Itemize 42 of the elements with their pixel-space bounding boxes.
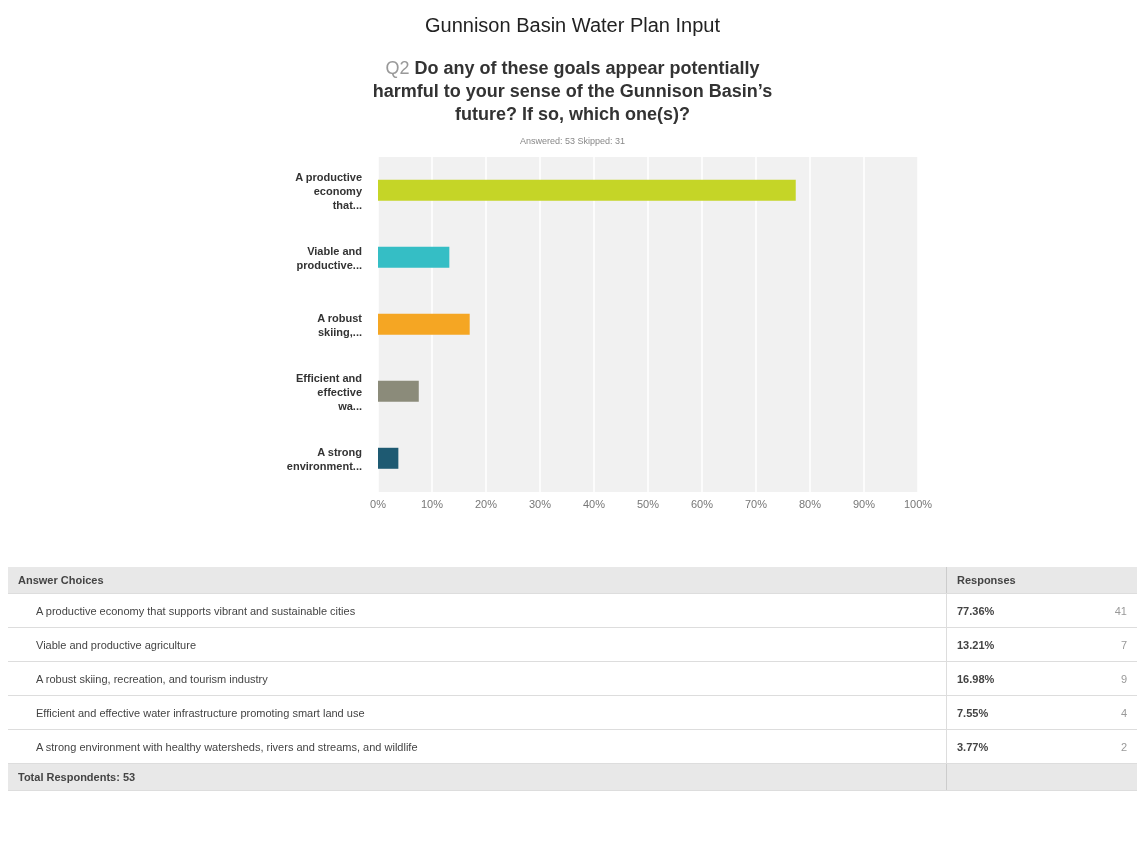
x-tick-label: 60%	[690, 497, 714, 510]
text: Responses	[946, 567, 1137, 594]
text: Answered: 53 Skipped: 31	[518, 136, 627, 146]
text: 7.55%	[946, 695, 1077, 730]
bar	[378, 246, 450, 268]
x-tick-label: 20%	[474, 497, 498, 510]
x-tick-label: 70%	[744, 497, 768, 510]
y-tick-label: Efficient and effective wa...	[295, 371, 362, 412]
bar	[378, 313, 470, 335]
text: A productive economy that supports vibrant and sustainable cities	[8, 593, 947, 628]
bar	[378, 179, 796, 201]
x-tick-label: 10%	[420, 497, 444, 510]
bar	[378, 447, 399, 469]
text: Answer Choices	[8, 567, 947, 594]
text: A robust skiing, recreation, and tourism industry	[8, 661, 947, 696]
chart-title: Gunnison Basin Water Plan Input	[424, 14, 721, 37]
text: 16.98%	[946, 661, 1077, 696]
x-tick-label: 50%	[636, 497, 660, 510]
text: A strong environment with healthy watersheds, rivers and streams, and wildlife	[8, 729, 947, 764]
y-tick-label: A strong environment...	[286, 445, 362, 472]
chart-subtitle: Q2 Do any of these goals appear potentially harmful to your sense of the Gunnison Basin’s future? If so, which one(s)?	[371, 57, 774, 126]
y-tick-label: Viable and productive...	[296, 244, 362, 271]
text: 77.36%	[946, 593, 1077, 628]
x-tick-label: 30%	[528, 497, 552, 510]
x-tick-label: 0%	[370, 497, 387, 510]
y-tick-label: A productive economy that...	[295, 170, 363, 211]
text: 41	[1077, 593, 1137, 628]
text: 2	[1077, 729, 1137, 764]
text: 7	[1077, 627, 1137, 662]
text: 3.77%	[946, 729, 1077, 764]
text: 4	[1077, 695, 1137, 730]
text: 13.21%	[946, 627, 1077, 662]
text: 9	[1077, 661, 1137, 696]
y-tick-label: A robust skiing,...	[317, 311, 363, 338]
text: Efficient and effective water infrastructure promoting smart land use	[8, 695, 947, 730]
x-tick-label: 80%	[798, 497, 822, 510]
x-tick-label: 90%	[852, 497, 876, 510]
text: Viable and productive agriculture	[8, 627, 947, 662]
x-tick-label: 40%	[582, 497, 606, 510]
x-tick-label: 100%	[903, 497, 933, 510]
text: Total Respondents: 53	[8, 763, 947, 791]
bar	[378, 380, 419, 402]
